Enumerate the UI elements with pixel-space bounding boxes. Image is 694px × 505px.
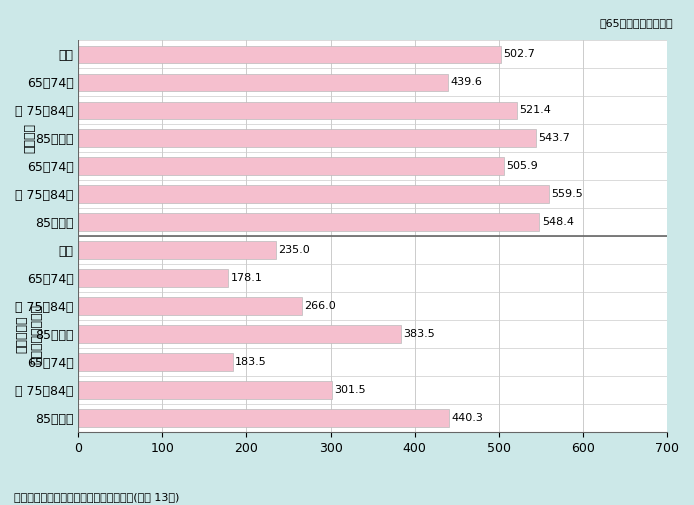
Text: 有訳者率: 有訳者率 — [23, 123, 36, 153]
Bar — [78, 45, 501, 63]
Bar — [78, 409, 448, 427]
Text: （65歳以上人口千対）: （65歳以上人口千対） — [600, 18, 673, 28]
Bar — [78, 354, 232, 371]
Text: 439.6: 439.6 — [450, 77, 482, 87]
Bar — [78, 241, 276, 259]
Text: 301.5: 301.5 — [335, 385, 366, 395]
Text: 日常生活に
影響のある者の率: 日常生活に 影響のある者の率 — [16, 304, 44, 364]
Bar — [78, 158, 504, 175]
Bar — [78, 185, 549, 203]
Bar — [78, 102, 517, 119]
Bar — [78, 381, 332, 398]
Text: 502.7: 502.7 — [504, 49, 536, 59]
Text: 440.3: 440.3 — [451, 413, 483, 423]
Text: 559.5: 559.5 — [551, 189, 583, 199]
Text: 266.0: 266.0 — [305, 301, 336, 311]
Text: 521.4: 521.4 — [519, 105, 551, 115]
Bar — [78, 74, 448, 91]
Bar — [78, 269, 228, 287]
Text: 543.7: 543.7 — [538, 133, 570, 143]
Text: 505.9: 505.9 — [506, 161, 538, 171]
Bar — [78, 325, 401, 343]
Text: 235.0: 235.0 — [278, 245, 310, 255]
Text: 資料：厚生労働省「国民生活基礎調査」(平成 13年): 資料：厚生労働省「国民生活基礎調査」(平成 13年) — [14, 492, 179, 502]
Bar — [78, 129, 536, 147]
Bar — [78, 297, 302, 315]
Text: 383.5: 383.5 — [403, 329, 435, 339]
Bar — [78, 214, 539, 231]
Text: 548.4: 548.4 — [542, 217, 574, 227]
Text: 183.5: 183.5 — [235, 357, 267, 367]
Text: 178.1: 178.1 — [230, 273, 262, 283]
